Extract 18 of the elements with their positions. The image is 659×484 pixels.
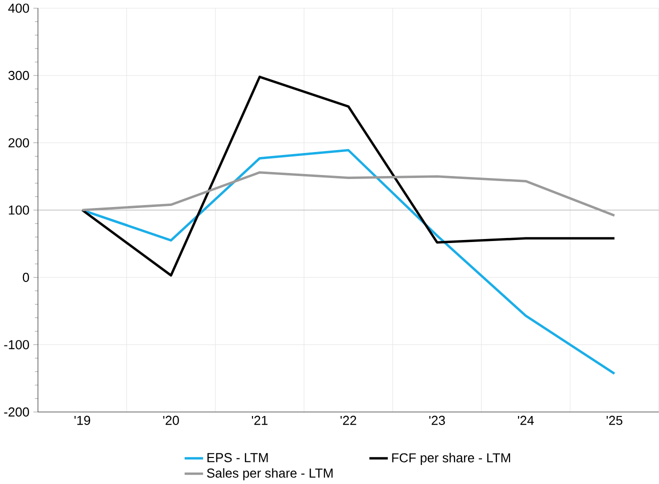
x-tick-label: '24 bbox=[518, 416, 534, 426]
y-tick-label: 300 bbox=[8, 71, 30, 80]
y-tick-label: 100 bbox=[8, 206, 30, 215]
legend-label: FCF per share - LTM bbox=[392, 453, 510, 466]
legend-label: EPS - LTM bbox=[207, 453, 268, 462]
y-tick-label: 0 bbox=[22, 273, 30, 282]
x-tick-label: '23 bbox=[429, 416, 445, 426]
x-tick-label: '20 bbox=[163, 416, 179, 426]
y-tick-label: -200 bbox=[4, 408, 30, 417]
x-tick-label: '25 bbox=[606, 416, 622, 426]
legend-label: Sales per share - LTM bbox=[207, 468, 333, 481]
line-series bbox=[81, 76, 616, 277]
y-tick-label: -100 bbox=[4, 340, 30, 350]
x-tick-label: '22 bbox=[340, 416, 356, 426]
y-tick-label: 400 bbox=[8, 4, 30, 13]
x-tick-label: '21 bbox=[252, 416, 268, 426]
x-tick-label: '19 bbox=[74, 416, 90, 426]
y-tick-label: 200 bbox=[8, 138, 30, 148]
